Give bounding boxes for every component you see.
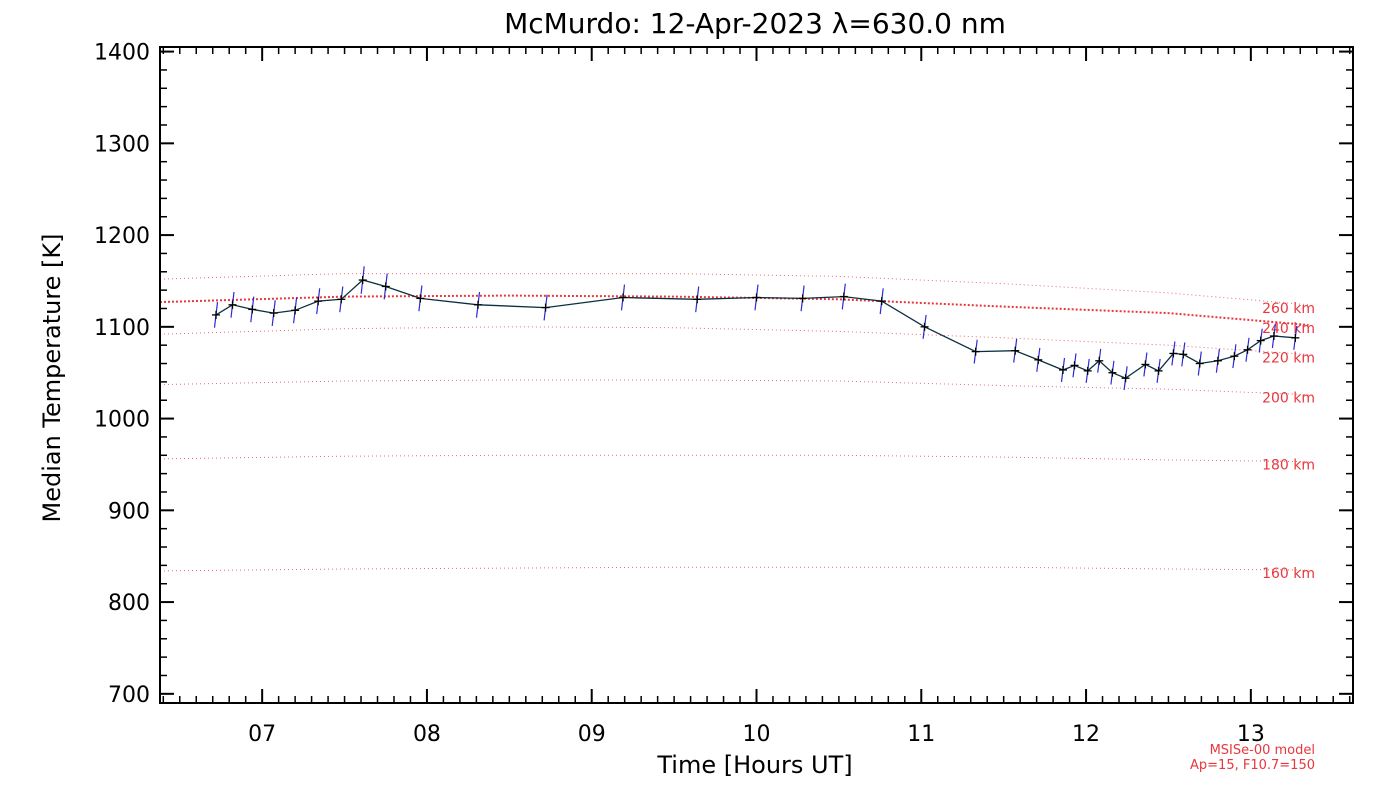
y-tick-label: 1300 — [94, 132, 150, 157]
model-note-line-1: MSISe-00 model — [1210, 743, 1315, 758]
y-tick-label: 1000 — [94, 408, 150, 433]
data-point — [381, 282, 390, 291]
data-point — [1108, 368, 1117, 377]
x-tick-label: 11 — [907, 722, 935, 747]
x-tick-label: 08 — [413, 722, 441, 747]
x-tick-label: 09 — [578, 722, 606, 747]
model-note: MSISe-00 model Ap=15, F10.7=150 — [1190, 743, 1315, 773]
data-point — [1291, 333, 1300, 342]
model-note-line-2: Ap=15, F10.7=150 — [1190, 758, 1315, 773]
data-point — [619, 293, 628, 302]
data-point — [798, 294, 807, 303]
data-point — [877, 297, 886, 306]
model-curve-220-km — [159, 326, 1309, 355]
model-curves: 260 km 240 km 220 km 200 km 180 km 160 km — [159, 273, 1315, 582]
data-point — [337, 295, 346, 304]
data-point — [269, 309, 278, 318]
data-point — [228, 300, 237, 309]
model-curve-200-km — [159, 379, 1309, 396]
y-axis-label: Median Temperature [K] — [38, 233, 66, 522]
model-curve-260-km — [159, 273, 1309, 306]
data-point — [1141, 360, 1150, 369]
data-point — [1058, 365, 1067, 374]
y-tick-label: 1100 — [94, 316, 150, 341]
model-curve-180-km — [159, 454, 1309, 463]
axes: 07 08 09 10 11 12 13 700 800 900 1000 1100 1200 1300 1… — [94, 41, 1354, 747]
data-point — [1213, 356, 1222, 365]
data-point — [541, 303, 550, 312]
model-curve-160-km — [159, 566, 1309, 572]
data-point — [839, 292, 848, 301]
model-label-160-km: 160 km — [1262, 566, 1315, 582]
model-label-200-km: 200 km — [1262, 391, 1315, 407]
data-point — [248, 305, 257, 314]
data-point — [693, 295, 702, 304]
data-point — [1195, 359, 1204, 368]
x-tick-label: 10 — [743, 722, 771, 747]
x-tick-label: 12 — [1072, 722, 1100, 747]
data-point — [752, 293, 761, 302]
x-tick-label: 13 — [1237, 722, 1265, 747]
data-point — [1121, 374, 1130, 383]
data-point — [1169, 349, 1178, 358]
data-point — [1154, 366, 1163, 375]
data-point — [1070, 361, 1079, 370]
data-point — [1011, 346, 1020, 355]
data-point — [1230, 352, 1239, 361]
data-point — [1256, 336, 1265, 345]
data-point — [920, 322, 929, 331]
model-label-260-km: 260 km — [1262, 301, 1315, 317]
chart-title: McMurdo: 12-Apr-2023 λ=630.0 nm — [504, 7, 1006, 40]
y-tick-label: 1400 — [94, 41, 150, 66]
y-tick-label: 800 — [108, 591, 150, 616]
model-label-240-km: 240 km — [1262, 321, 1315, 337]
data-series — [212, 266, 1300, 391]
data-point — [1095, 356, 1104, 365]
y-tick-label: 900 — [108, 499, 150, 524]
series-line — [215, 279, 1296, 379]
y-tick-label: 1200 — [94, 224, 150, 249]
model-label-180-km: 180 km — [1262, 458, 1315, 474]
data-point — [1083, 366, 1092, 375]
data-point — [474, 300, 483, 309]
model-label-220-km: 220 km — [1262, 350, 1315, 366]
data-point — [314, 297, 323, 306]
data-point — [1269, 332, 1278, 341]
plot-frame — [159, 46, 1354, 704]
data-point — [971, 347, 980, 356]
data-point — [416, 294, 425, 303]
x-axis-label: Time [Hours UT] — [656, 751, 852, 779]
data-point — [212, 310, 221, 319]
data-point — [1179, 350, 1188, 359]
x-tick-label: 07 — [248, 722, 276, 747]
data-point — [291, 306, 300, 315]
y-tick-label: 700 — [108, 683, 150, 708]
data-point — [358, 276, 367, 285]
data-point — [1243, 345, 1252, 354]
data-point — [1034, 355, 1043, 364]
